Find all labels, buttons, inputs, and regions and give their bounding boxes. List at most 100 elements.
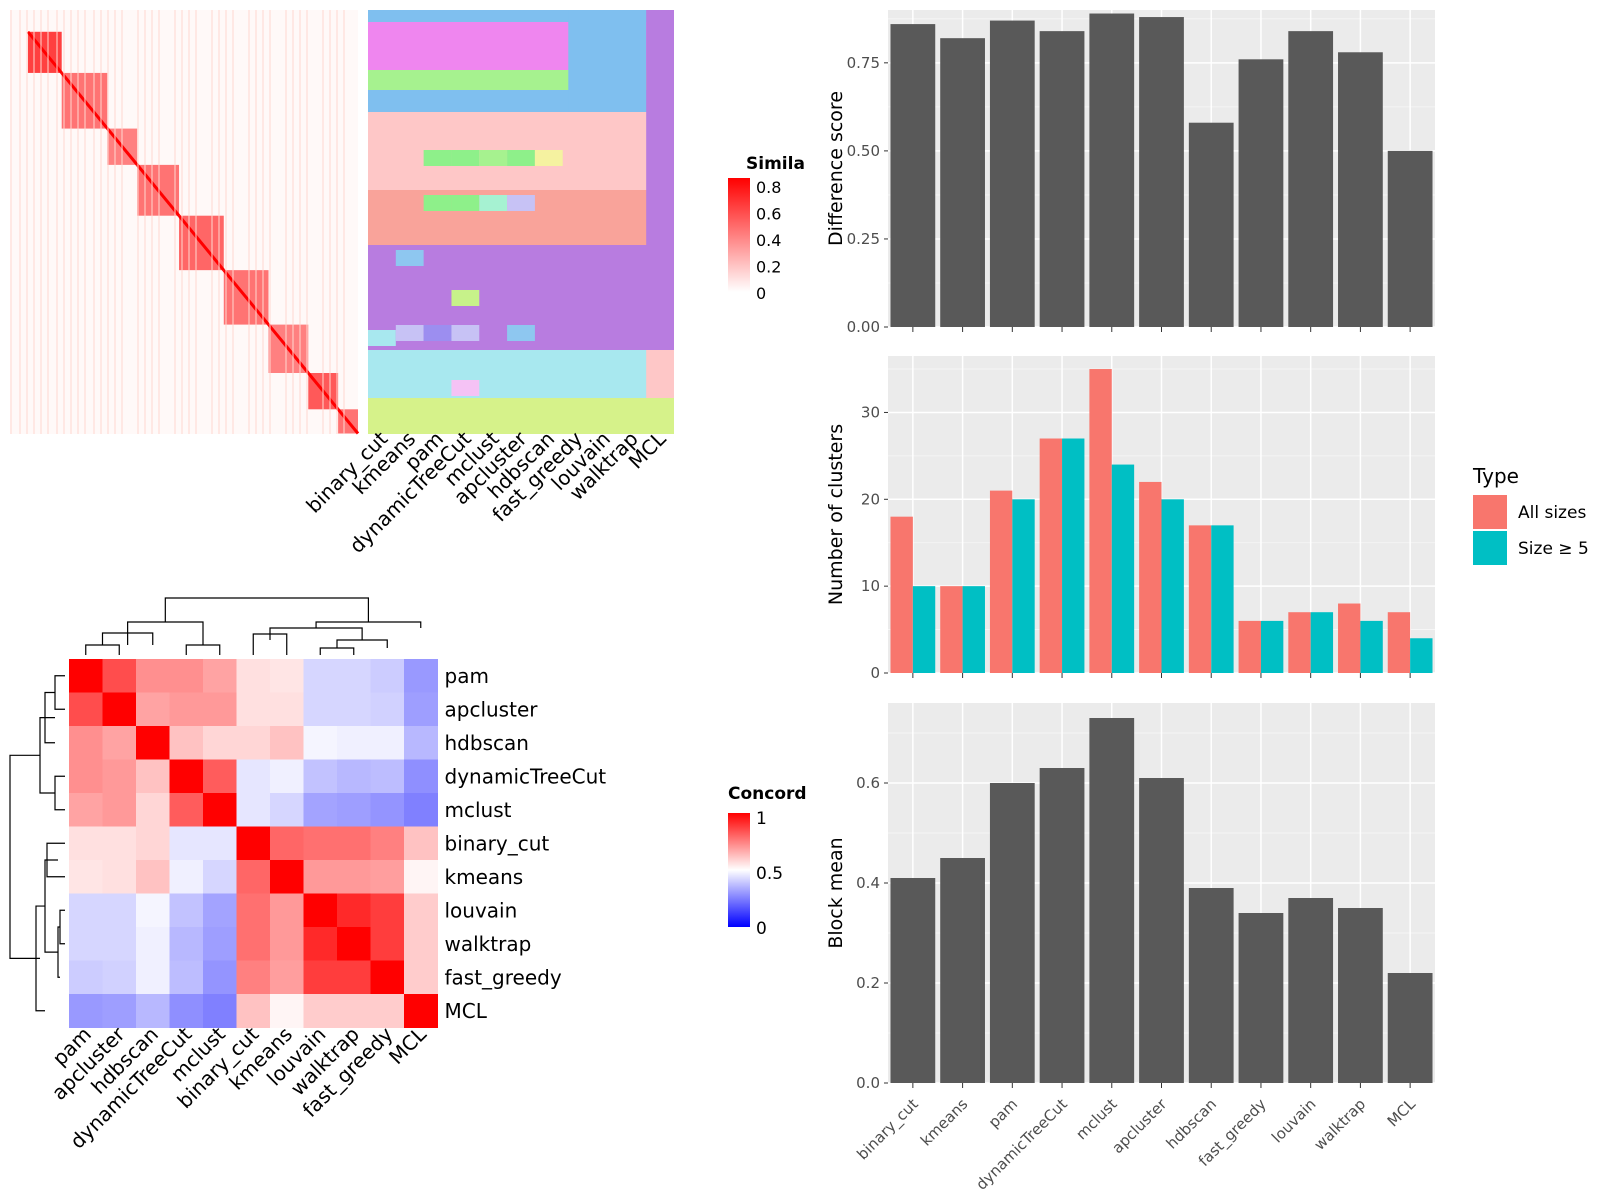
concordance-cell: [203, 860, 237, 894]
concordance-cell: [136, 726, 170, 760]
cluster-band: [368, 350, 674, 398]
concordance-legend: Concord 1 0.5 0: [728, 784, 807, 939]
column-dendrogram: [319, 647, 355, 655]
concordance-cell: [270, 994, 304, 1028]
concordance-cell: [169, 726, 204, 760]
concordance-cell: [370, 692, 405, 727]
cluster-cell: [451, 150, 480, 166]
concordance-cell: [69, 759, 103, 794]
concordance-cell: [136, 927, 170, 961]
similarity-streak: [262, 10, 264, 434]
similarity-legend-tick: 0.6: [756, 205, 781, 224]
similarity-streak: [84, 10, 86, 434]
concordance-cell: [236, 793, 271, 827]
concordance-legend-tick: 1: [756, 809, 767, 829]
concordance-cell: [102, 759, 137, 794]
concordance-row-label: MCL: [445, 999, 488, 1023]
concordance-cell: [404, 927, 438, 961]
concordance-row-label: fast_greedy: [445, 965, 562, 989]
concordance-cell: [236, 893, 271, 928]
concordance-cell: [236, 692, 271, 727]
concordance-cell: [303, 960, 338, 995]
concordance-cell: [270, 860, 304, 894]
concordance-cell: [303, 860, 338, 894]
column-dendrogram: [315, 621, 422, 628]
concordance-cell: [337, 659, 371, 693]
concordance-cell: [102, 994, 137, 1028]
bar: [1012, 499, 1035, 673]
bar: [1387, 612, 1411, 673]
number-of-clusters-chart: 0 10 20 30 Number of clusters: [825, 356, 1435, 682]
similarity-legend-tick: 0: [756, 284, 766, 303]
concordance-cell: [236, 860, 271, 894]
concordance-cell: [203, 960, 237, 995]
bar: [1338, 908, 1383, 1083]
concordance-col-label: MCL: [384, 1021, 432, 1069]
y-tick-label: 0.0: [856, 1074, 880, 1092]
x-tick-label: kmeans: [917, 1095, 972, 1150]
concordance-cell: [69, 893, 103, 928]
concordance-cell: [69, 860, 103, 894]
y-tick-label: 0.50: [847, 142, 880, 160]
similarity-streak: [248, 10, 250, 434]
concordance-row-label: pam: [445, 664, 489, 688]
cluster-band: [646, 10, 674, 350]
concordance-row-label: walktrap: [445, 932, 532, 956]
x-tick-label: mclust: [1072, 1095, 1120, 1143]
y-tick-label: 0: [870, 664, 880, 682]
concordance-cell: [136, 759, 170, 794]
similarity-streak: [225, 10, 227, 434]
similarity-streak: [181, 10, 183, 434]
concordance-cell: [303, 826, 338, 861]
column-dendrogram: [185, 644, 221, 655]
legend-swatch: [1473, 495, 1507, 529]
similarity-streak: [255, 10, 257, 434]
similarity-legend-tick: 0.4: [756, 231, 781, 250]
concordance-legend-bar: [728, 813, 750, 927]
similarity-streak: [40, 10, 42, 434]
bar: [1338, 603, 1361, 673]
bar: [1310, 612, 1334, 673]
legend-label: All sizes: [1518, 503, 1586, 523]
concordance-cell: [69, 793, 103, 827]
similarity-streak: [336, 10, 338, 434]
concordance-cell: [203, 692, 237, 727]
row-dendrogram: [54, 675, 65, 710]
concordance-cell: [236, 994, 271, 1028]
bar: [1288, 898, 1334, 1083]
column-dendrogram: [164, 597, 370, 622]
concordance-cell: [270, 960, 304, 995]
cluster-cell: [423, 325, 452, 341]
concordance-cell: [370, 927, 405, 961]
concordance-cell: [404, 659, 438, 693]
similarity-streak: [322, 10, 324, 434]
bar: [1139, 778, 1184, 1083]
bar: [1188, 122, 1234, 327]
similarity-streak: [329, 10, 331, 434]
similarity-streak: [70, 10, 72, 434]
similarity-heatmap: binary_cutkmeanspamdynamicTreeCutmclusta…: [10, 10, 674, 558]
concordance-cell: [270, 826, 304, 861]
bar: [989, 20, 1035, 328]
bar: [1139, 17, 1184, 328]
cluster-cell: [395, 250, 424, 266]
bar: [1260, 620, 1284, 673]
concordance-cell: [169, 893, 204, 928]
cluster-cell: [507, 325, 535, 341]
concordance-cell: [169, 659, 204, 693]
concordance-cell: [136, 793, 170, 827]
similarity-streak: [77, 10, 79, 434]
concordance-cell: [370, 659, 405, 693]
concordance-cell: [337, 927, 371, 961]
concordance-cell: [370, 860, 405, 894]
concordance-cell: [404, 960, 438, 995]
concordance-legend-title: Concord: [728, 784, 807, 804]
similarity-streak: [33, 10, 35, 434]
concordance-cell: [102, 960, 137, 995]
cluster-cell: [423, 150, 452, 166]
y-tick-label: 0.75: [847, 54, 880, 72]
concordance-cell: [404, 860, 438, 894]
bar: [1039, 438, 1063, 673]
concordance-cell: [102, 826, 137, 861]
bar: [890, 516, 913, 673]
